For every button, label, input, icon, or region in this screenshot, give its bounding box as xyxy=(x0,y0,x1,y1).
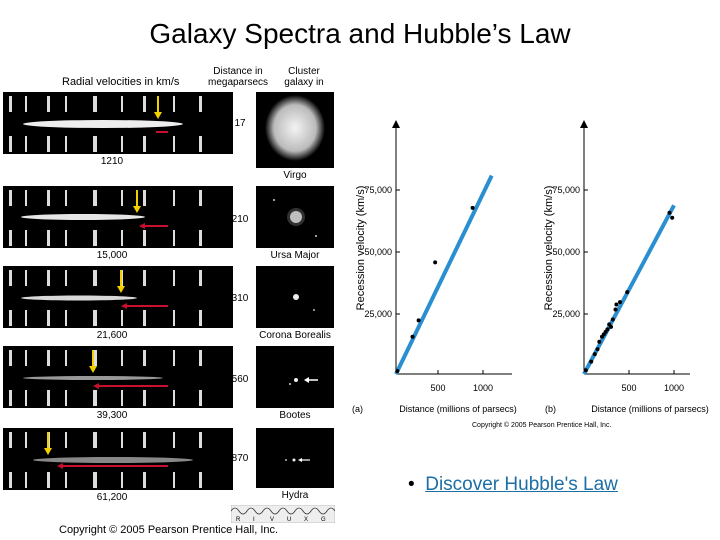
spectrum-ursa-major xyxy=(3,186,233,248)
data-point xyxy=(595,347,600,352)
copyright-plot: Copyright © 2005 Pearson Prentice Hall, … xyxy=(472,422,612,429)
fit-line xyxy=(582,204,676,375)
slide-title: Galaxy Spectra and Hubble’s Law xyxy=(149,18,571,49)
filter-letter: R xyxy=(236,517,241,523)
cluster-name-corona-borealis: Corona Borealis xyxy=(259,330,331,341)
ytick-label: 75,000 xyxy=(552,185,580,195)
data-point xyxy=(395,369,400,374)
filter-letter: U xyxy=(287,517,291,523)
panel-label: (b) xyxy=(545,404,556,414)
filter-letter: V xyxy=(270,517,274,523)
data-point xyxy=(605,327,610,332)
ytick-label: 25,000 xyxy=(364,309,392,319)
x-axis-label: Distance (millions of parsecs) xyxy=(399,404,517,414)
velocity-hydra: 61,200 xyxy=(96,492,128,503)
cluster-name-ursa-major: Ursa Major xyxy=(270,250,320,261)
data-point xyxy=(667,210,672,215)
data-point xyxy=(625,290,630,295)
xtick-label: 500 xyxy=(621,383,636,393)
galaxy-image-virgo xyxy=(256,92,334,168)
y-axis-label: Recession velocity (km/s) xyxy=(543,186,555,311)
cluster-name-virgo: Virgo xyxy=(283,170,307,181)
galaxy-image-bootes xyxy=(256,346,334,408)
velocity-ursa-major: 15,000 xyxy=(96,250,128,261)
ytick-label: 50,000 xyxy=(552,247,580,257)
data-point xyxy=(610,317,615,322)
data-point xyxy=(583,368,588,373)
xtick-label: 1000 xyxy=(664,383,684,393)
spectrum-bootes xyxy=(3,346,233,408)
hubble-plot-b: 25,000 50,000 75,000 500 1000 Recession … xyxy=(543,120,709,414)
filter-band-strip: R I V U X G xyxy=(230,504,336,524)
data-point xyxy=(670,215,675,220)
xtick-label: 1000 xyxy=(473,383,493,393)
data-point xyxy=(592,352,597,357)
bullet-symbol: • xyxy=(408,474,415,495)
cluster-name-hydra: Hydra xyxy=(281,490,309,501)
distance-hydra: 870 xyxy=(231,453,249,464)
filter-letter: I xyxy=(253,517,255,523)
fit-line xyxy=(394,174,494,375)
velocity-virgo: 1210 xyxy=(100,156,124,167)
spectrum-corona-borealis xyxy=(3,266,233,328)
cluster-header: Cluster galaxy in xyxy=(284,66,324,88)
data-point xyxy=(589,359,594,364)
data-point xyxy=(613,307,618,312)
spectrum-virgo xyxy=(3,92,233,154)
data-point xyxy=(433,260,438,265)
distance-header: Distance in megaparsecs xyxy=(207,66,269,88)
data-point xyxy=(609,324,613,329)
filter-letter: X xyxy=(304,517,308,523)
y-axis-label: Recession velocity (km/s) xyxy=(355,186,367,311)
discover-hubbles-law-link[interactable]: Discover Hubble's Law xyxy=(425,474,618,495)
data-point xyxy=(416,318,421,323)
velocity-corona-borealis: 21,600 xyxy=(96,330,128,341)
data-point xyxy=(618,300,622,305)
data-point xyxy=(614,302,619,307)
ytick-label: 75,000 xyxy=(364,185,392,195)
x-axis-label: Distance (millions of parsecs) xyxy=(591,404,709,414)
copyright-main: Copyright © 2005 Pearson Prentice Hall, … xyxy=(59,524,279,536)
filter-letter: G xyxy=(321,517,326,523)
ytick-label: 25,000 xyxy=(552,309,580,319)
distance-ursa-major: 210 xyxy=(231,214,249,225)
galaxy-image-corona-borealis xyxy=(256,266,334,328)
spectrum-hydra xyxy=(3,428,233,490)
ytick-label: 50,000 xyxy=(364,247,392,257)
hubble-plot-a: 25,000 50,000 75,000 500 1000 Recession … xyxy=(352,120,517,414)
velocity-bootes: 39,300 xyxy=(96,410,128,421)
galaxy-image-ursa-major xyxy=(256,186,334,248)
data-point xyxy=(470,205,475,210)
cluster-name-bootes: Bootes xyxy=(279,410,311,421)
distance-corona-borealis: 310 xyxy=(231,293,249,304)
panel-label: (a) xyxy=(352,404,363,414)
data-point xyxy=(597,339,602,344)
velocity-header: Radial velocities in km/s xyxy=(62,76,180,88)
distance-virgo: 17 xyxy=(234,118,246,129)
xtick-label: 500 xyxy=(430,383,445,393)
data-point xyxy=(410,334,415,339)
galaxy-image-hydra xyxy=(256,428,334,488)
bullet-item: • Discover Hubble's Law xyxy=(408,474,618,496)
distance-bootes: 560 xyxy=(231,374,249,385)
